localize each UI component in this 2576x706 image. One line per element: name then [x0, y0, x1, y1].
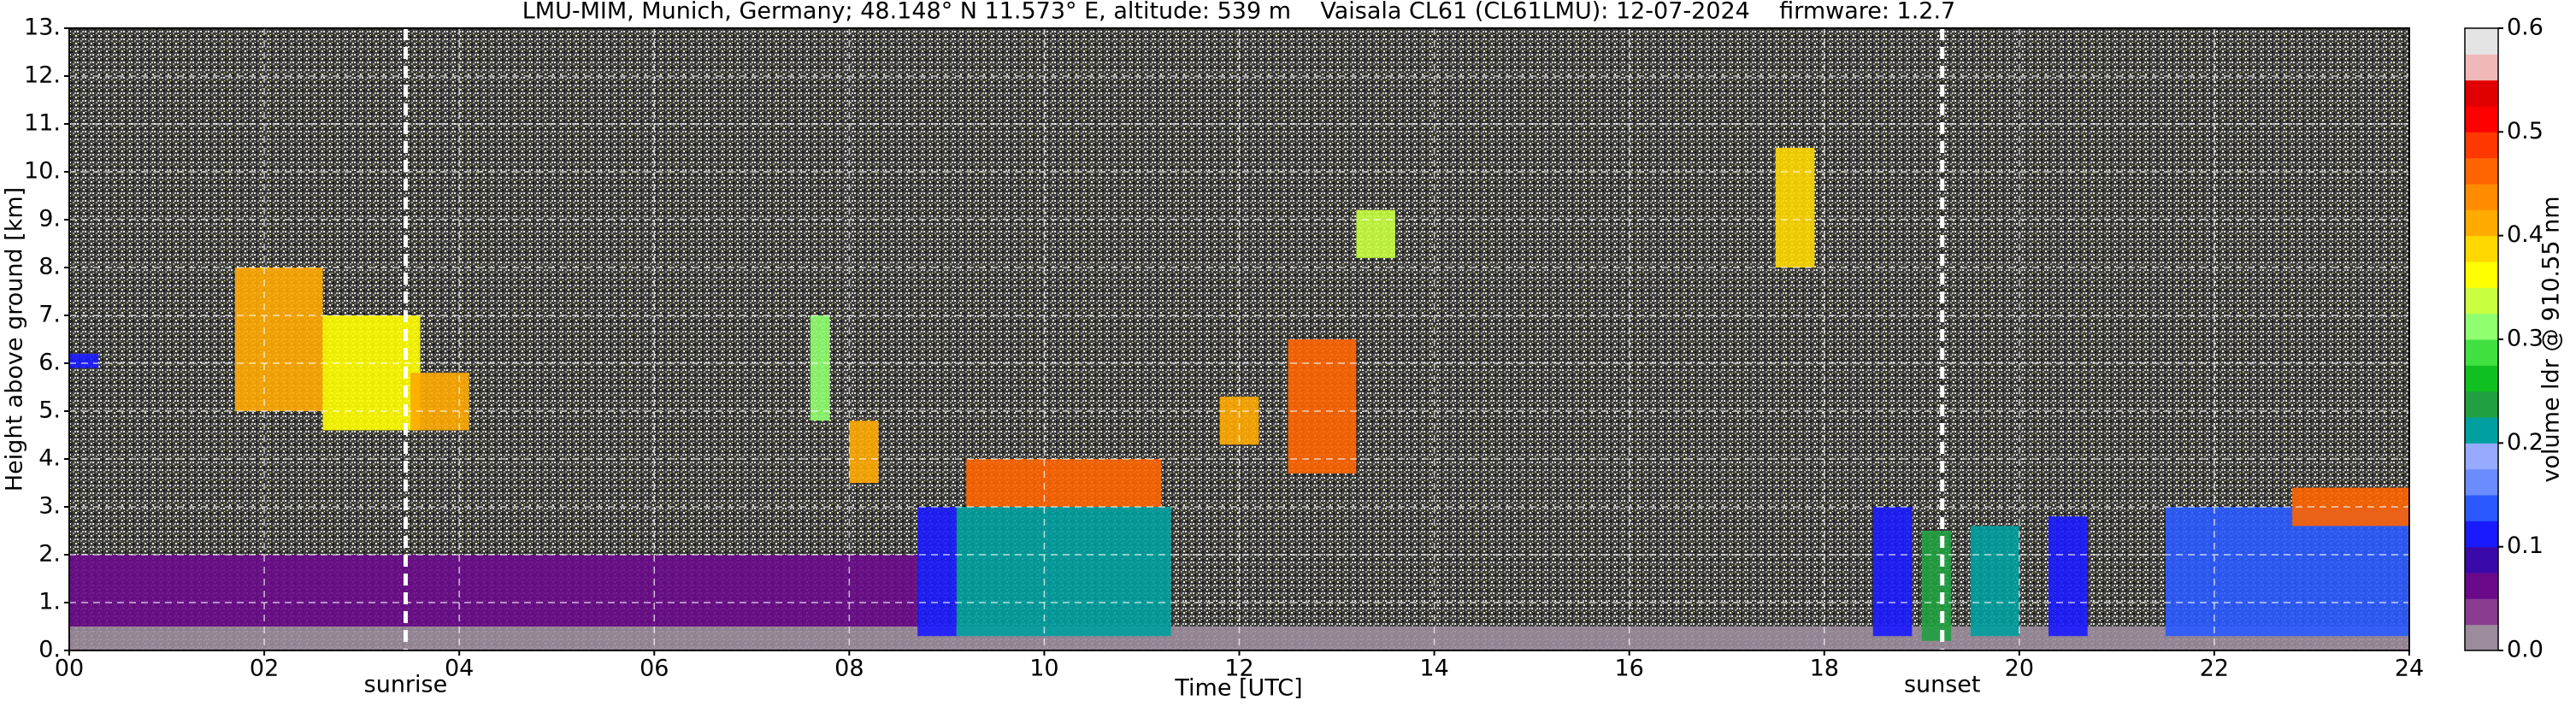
y-tick-label: 0.	[38, 637, 61, 663]
x-tick-label: 02	[250, 656, 279, 682]
colorbar-swatch	[2465, 546, 2498, 574]
ldr-region	[1872, 507, 1913, 637]
x-tick-label: 06	[640, 656, 669, 682]
ldr-region	[966, 459, 1162, 507]
x-tick-label: 14	[1419, 656, 1448, 682]
x-tick-label: 20	[2005, 656, 2034, 682]
colorbar-swatch	[2465, 262, 2498, 288]
x-tick-label: 22	[2200, 656, 2229, 682]
colorbar-swatch	[2465, 339, 2498, 366]
ldr-region	[2165, 507, 2409, 637]
event-label: sunset	[1904, 672, 1981, 698]
y-tick-label: 1.	[38, 589, 61, 615]
ldr-region	[1921, 531, 1952, 641]
colorbar-swatch	[2465, 443, 2498, 470]
x-tick-label: 00	[55, 656, 84, 682]
event-label: sunrise	[364, 672, 448, 698]
ldr-region	[1356, 209, 1395, 258]
y-tick-label: 11.	[24, 110, 61, 137]
colorbar-tick-label: 0.4	[2507, 221, 2544, 248]
y-tick-label: 5.	[38, 397, 61, 424]
y-tick-label: 4.	[38, 445, 61, 472]
ldr-region	[69, 555, 918, 627]
colorbar-swatch	[2465, 495, 2498, 521]
ldr-region	[917, 507, 957, 637]
colorbar-swatch	[2465, 79, 2498, 107]
colorbar-tick-label: 0.2	[2507, 429, 2544, 456]
ldr-region	[234, 268, 323, 411]
x-tick-label: 16	[1614, 656, 1643, 682]
colorbar-title: volume ldr @ 910.55 nm	[2538, 197, 2565, 483]
colorbar-tick-label: 0.6	[2507, 15, 2544, 41]
colorbar-swatch	[2465, 468, 2498, 496]
x-tick-label: 12	[1224, 656, 1253, 682]
colorbar-swatch	[2465, 313, 2498, 340]
x-tick-label: 18	[1810, 656, 1839, 682]
ldr-region	[810, 315, 830, 421]
y-tick-label: 13.	[24, 15, 61, 41]
colorbar-tick-label: 0.3	[2507, 326, 2544, 352]
ldr-region	[2048, 516, 2088, 637]
colorbar-tick-label: 0.1	[2507, 532, 2544, 559]
colorbar-swatch	[2465, 365, 2498, 392]
plot-frame	[68, 27, 2410, 651]
y-tick-label: 3.	[38, 493, 61, 520]
ldr-region	[1288, 339, 1357, 474]
colorbar-swatch	[2465, 54, 2498, 81]
y-tick-label: 8.	[38, 254, 61, 280]
x-tick-label: 08	[834, 656, 864, 682]
colorbar-swatch	[2465, 106, 2498, 132]
colorbar-tick-label: 0.0	[2507, 637, 2544, 663]
colorbar-swatch	[2465, 28, 2498, 55]
colorbar-tick-label: 0.5	[2507, 118, 2544, 144]
colorbar-swatch	[2465, 235, 2498, 262]
y-tick-label: 7.	[38, 302, 61, 328]
colorbar-swatch	[2465, 287, 2498, 315]
ldr-region	[1970, 526, 2019, 637]
colorbar-swatch	[2465, 598, 2498, 626]
y-tick-label: 6.	[38, 350, 61, 376]
y-tick-label: 2.	[38, 541, 61, 568]
y-axis-title: Height above ground [km]	[2, 187, 28, 491]
x-tick-label: 10	[1029, 656, 1058, 682]
colorbar-swatch	[2465, 132, 2498, 159]
ldr-region	[69, 353, 99, 368]
colorbar-swatch	[2465, 157, 2498, 185]
ldr-region	[1775, 148, 1815, 268]
colorbar-swatch	[2465, 573, 2498, 599]
ldr-region	[956, 507, 1171, 637]
chart-title: LMU-MIM, Munich, Germany; 48.148° N 11.5…	[522, 0, 1956, 25]
colorbar-swatch	[2465, 184, 2498, 210]
y-tick-label: 10.	[24, 158, 61, 185]
colorbar-swatch	[2465, 209, 2498, 237]
x-tick-label: 04	[445, 656, 474, 682]
x-axis-title: Time [UTC]	[1174, 675, 1302, 702]
colorbar-swatch	[2465, 521, 2498, 548]
colorbar-swatch	[2465, 391, 2498, 418]
y-tick-label: 9.	[38, 206, 61, 232]
ldr-region	[410, 373, 469, 431]
colorbar-swatch	[2465, 624, 2498, 651]
colorbar-swatch	[2465, 417, 2498, 444]
ldr-region	[849, 421, 879, 483]
y-tick-label: 12.	[24, 62, 61, 89]
x-tick-label: 24	[2395, 656, 2424, 682]
